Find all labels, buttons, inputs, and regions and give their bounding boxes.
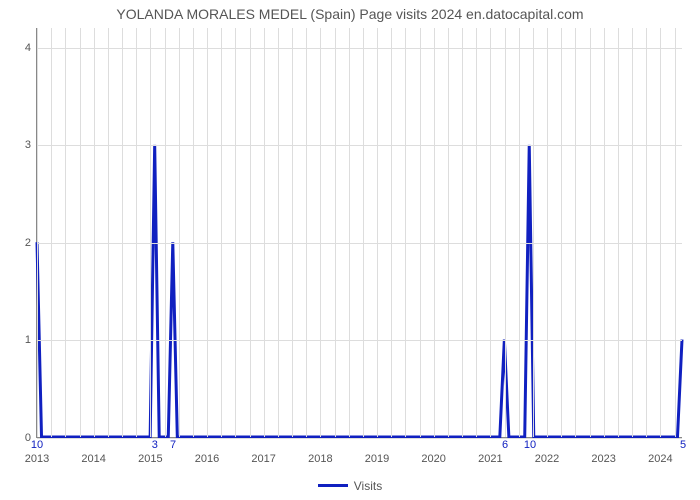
vgrid-line bbox=[235, 28, 236, 437]
vgrid-line bbox=[405, 28, 406, 437]
plot-area: 0123420132014201520162017201820192020202… bbox=[36, 28, 682, 438]
x-tick-label: 2022 bbox=[535, 437, 559, 465]
x-tick-label: 2014 bbox=[81, 437, 105, 465]
vgrid-line bbox=[547, 28, 548, 437]
vgrid-line bbox=[675, 28, 676, 437]
vgrid-line bbox=[179, 28, 180, 437]
vgrid-line bbox=[264, 28, 265, 437]
vgrid-line bbox=[37, 28, 38, 437]
vgrid-line bbox=[590, 28, 591, 437]
y-tick-label: 2 bbox=[25, 237, 37, 249]
vgrid-line bbox=[80, 28, 81, 437]
vgrid-line bbox=[462, 28, 463, 437]
x-tick-label: 2020 bbox=[421, 437, 445, 465]
vgrid-line bbox=[604, 28, 605, 437]
vgrid-line bbox=[349, 28, 350, 437]
data-point-label: 10 bbox=[524, 437, 536, 451]
vgrid-line bbox=[306, 28, 307, 437]
vgrid-line bbox=[292, 28, 293, 437]
visits-polyline bbox=[37, 145, 682, 437]
x-tick-label: 2021 bbox=[478, 437, 502, 465]
vgrid-line bbox=[533, 28, 534, 437]
chart-title: YOLANDA MORALES MEDEL (Spain) Page visit… bbox=[0, 6, 700, 22]
x-tick-label: 2019 bbox=[365, 437, 389, 465]
vgrid-line bbox=[391, 28, 392, 437]
x-tick-label: 2024 bbox=[648, 437, 672, 465]
vgrid-line bbox=[108, 28, 109, 437]
hgrid-line bbox=[37, 438, 682, 439]
data-point-label: 7 bbox=[170, 437, 176, 451]
vgrid-line bbox=[65, 28, 66, 437]
vgrid-line bbox=[490, 28, 491, 437]
x-tick-label: 2015 bbox=[138, 437, 162, 465]
vgrid-line bbox=[618, 28, 619, 437]
vgrid-line bbox=[165, 28, 166, 437]
x-tick-label: 2018 bbox=[308, 437, 332, 465]
data-point-label: 10 bbox=[31, 437, 43, 451]
chart-container: YOLANDA MORALES MEDEL (Spain) Page visit… bbox=[0, 0, 700, 500]
legend-label: Visits bbox=[354, 479, 382, 493]
hgrid-line bbox=[37, 243, 682, 244]
x-tick-label: 2016 bbox=[195, 437, 219, 465]
x-tick-label: 2023 bbox=[591, 437, 615, 465]
vgrid-line bbox=[320, 28, 321, 437]
data-point-label: 6 bbox=[502, 437, 508, 451]
vgrid-line bbox=[51, 28, 52, 437]
legend: Visits bbox=[0, 478, 700, 493]
vgrid-line bbox=[575, 28, 576, 437]
hgrid-line bbox=[37, 48, 682, 49]
vgrid-line bbox=[335, 28, 336, 437]
vgrid-line bbox=[363, 28, 364, 437]
hgrid-line bbox=[37, 340, 682, 341]
data-point-label: 3 bbox=[152, 437, 158, 451]
vgrid-line bbox=[136, 28, 137, 437]
vgrid-line bbox=[207, 28, 208, 437]
vgrid-line bbox=[221, 28, 222, 437]
vgrid-line bbox=[420, 28, 421, 437]
vgrid-line bbox=[434, 28, 435, 437]
vgrid-line bbox=[122, 28, 123, 437]
vgrid-line bbox=[519, 28, 520, 437]
vgrid-line bbox=[94, 28, 95, 437]
vgrid-line bbox=[660, 28, 661, 437]
y-tick-label: 1 bbox=[25, 334, 37, 346]
visits-line-series bbox=[37, 28, 682, 437]
vgrid-line bbox=[561, 28, 562, 437]
vgrid-line bbox=[278, 28, 279, 437]
y-tick-label: 4 bbox=[25, 42, 37, 54]
vgrid-line bbox=[377, 28, 378, 437]
vgrid-line bbox=[476, 28, 477, 437]
y-tick-label: 3 bbox=[25, 139, 37, 151]
vgrid-line bbox=[448, 28, 449, 437]
vgrid-line bbox=[150, 28, 151, 437]
legend-swatch bbox=[318, 484, 348, 487]
vgrid-line bbox=[250, 28, 251, 437]
vgrid-line bbox=[193, 28, 194, 437]
hgrid-line bbox=[37, 145, 682, 146]
data-point-label: 5 bbox=[680, 437, 686, 451]
vgrid-line bbox=[632, 28, 633, 437]
x-tick-label: 2017 bbox=[251, 437, 275, 465]
vgrid-line bbox=[646, 28, 647, 437]
vgrid-line bbox=[505, 28, 506, 437]
